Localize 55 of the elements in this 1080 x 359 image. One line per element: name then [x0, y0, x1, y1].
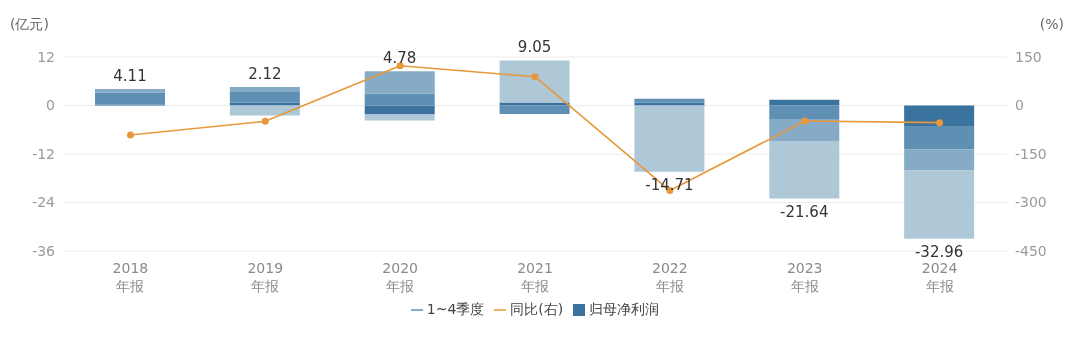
y2-tick-label: 0 — [1015, 97, 1024, 114]
bar — [634, 98, 705, 103]
x-tick-label: 2022 年报 — [652, 260, 688, 294]
y2-tick-label: -300 — [1015, 194, 1047, 211]
y2-tick-label: -450 — [1015, 242, 1047, 259]
y2-tick-label: -150 — [1015, 145, 1047, 162]
point — [531, 73, 539, 81]
y-axis-title: (亿元) — [10, 16, 49, 34]
bar — [634, 105, 705, 172]
bar — [95, 92, 165, 105]
bar — [634, 102, 705, 106]
x-tick-label: 2018 年报 — [112, 260, 149, 294]
point — [261, 117, 269, 125]
legend-label: 归母净利润 — [589, 301, 660, 317]
bar — [769, 99, 840, 106]
x-tick-label: 2023 年报 — [786, 260, 823, 294]
bar — [904, 170, 975, 239]
total-label: -32.96 — [914, 242, 964, 261]
bar — [769, 141, 840, 199]
total-label: 9.05 — [517, 38, 552, 57]
bar — [904, 126, 975, 150]
point — [126, 131, 134, 139]
x-tick-label: 2024 年报 — [921, 260, 958, 294]
point — [801, 117, 809, 125]
y2-axis-title: (%) — [1039, 16, 1064, 32]
legend-label: 1~4季度 — [426, 301, 485, 317]
bar — [229, 86, 300, 92]
bar — [229, 105, 300, 116]
bar — [904, 149, 975, 171]
bar — [364, 93, 435, 106]
bar — [499, 105, 570, 114]
total-label: 4.78 — [383, 49, 417, 68]
bar — [364, 105, 435, 115]
total-label: -21.64 — [780, 202, 829, 221]
x-tick-label: 2020 年报 — [382, 260, 418, 294]
x-tick-label: 2019 年报 — [247, 260, 284, 294]
total-label: 4.11 — [113, 66, 147, 85]
point — [936, 119, 944, 127]
bar — [364, 114, 435, 121]
y-tick-label: 12 — [37, 48, 55, 65]
x-tick-label: 2021 年报 — [517, 260, 553, 294]
legend-label: 同比(右) — [510, 301, 564, 317]
y-tick-label: -36 — [32, 242, 56, 259]
total-label: 2.12 — [248, 64, 282, 83]
bar — [95, 88, 165, 93]
y-tick-label: 0 — [46, 97, 55, 114]
bar — [904, 105, 975, 127]
bar — [364, 71, 435, 94]
y-tick-label: -24 — [32, 194, 56, 211]
bar — [229, 102, 300, 106]
bar — [769, 105, 840, 120]
y2-tick-label: 150 — [1015, 48, 1042, 65]
bar — [229, 91, 300, 103]
y-tick-label: -12 — [32, 145, 55, 162]
bar — [499, 60, 570, 103]
